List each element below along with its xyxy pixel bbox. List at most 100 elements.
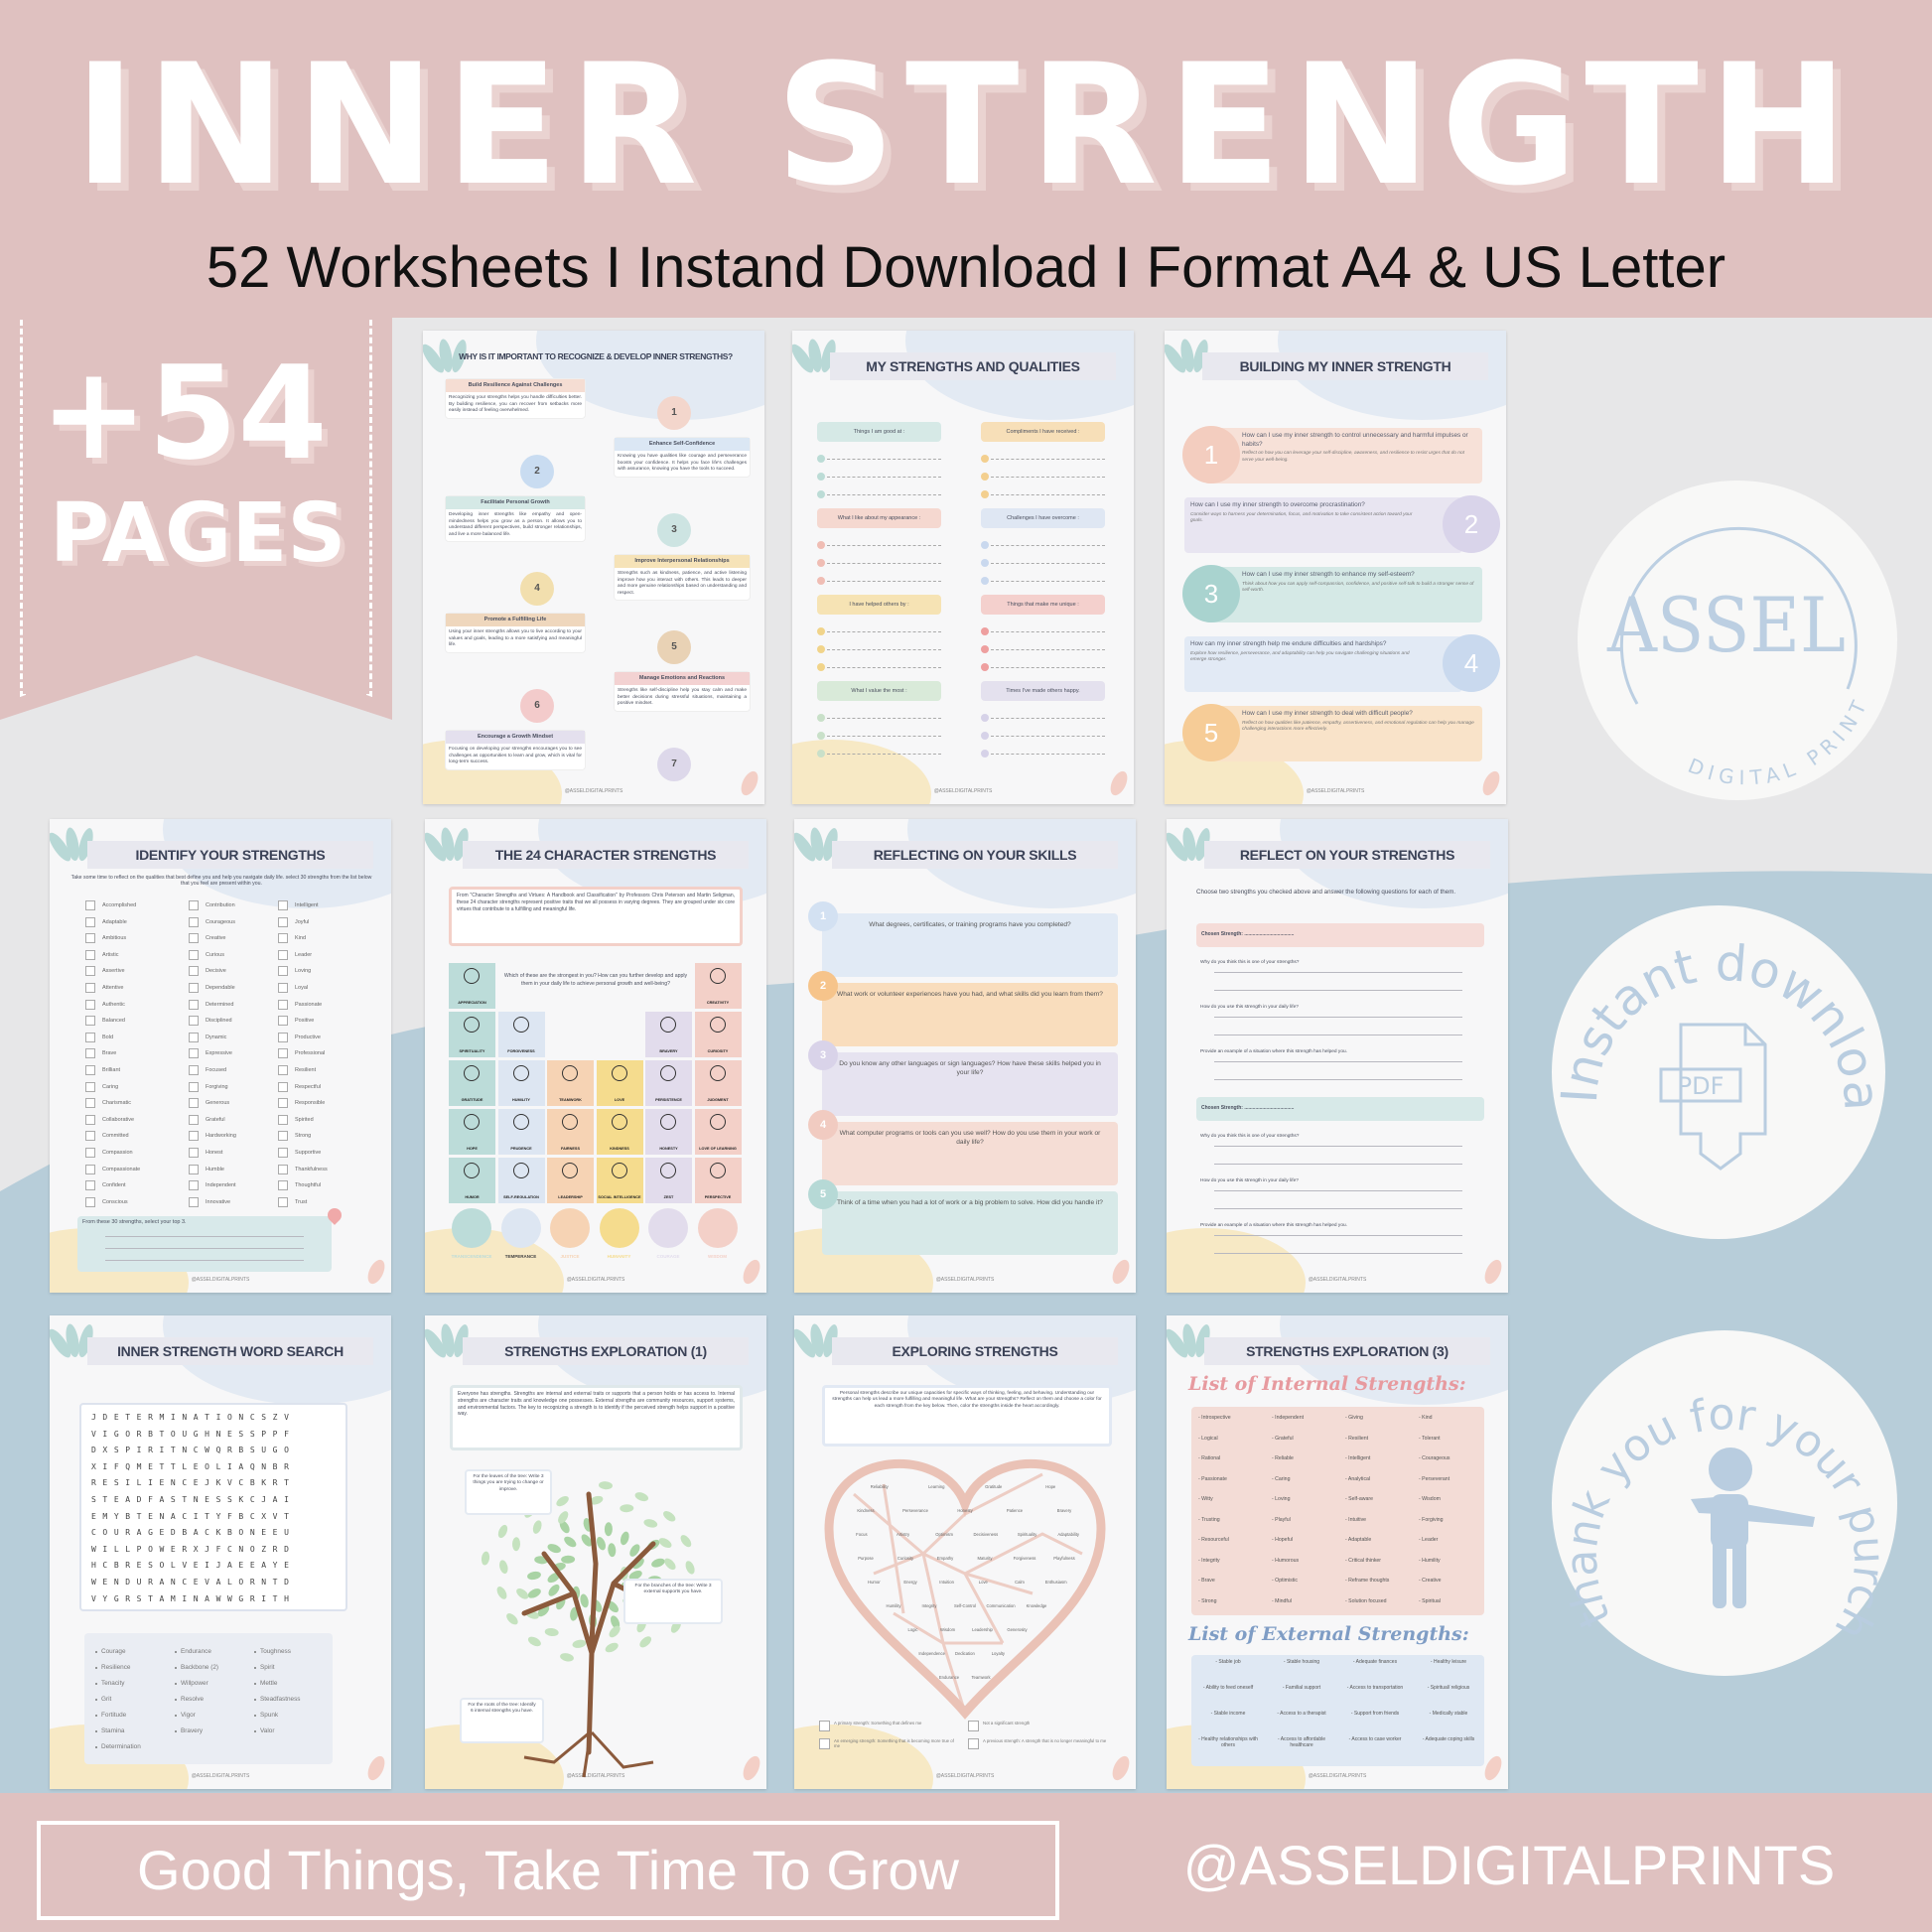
strength-label: Attentive <box>102 985 124 991</box>
letter-row: WENDURANCEVALORNTD <box>91 1578 296 1587</box>
strength-label: Honest <box>206 1150 223 1156</box>
internal-box <box>1191 1407 1484 1615</box>
strength-checkbox[interactable] <box>85 916 95 927</box>
number-circle: 4 <box>1443 634 1500 692</box>
strength-checkbox[interactable] <box>278 949 288 960</box>
bullet <box>254 1683 256 1685</box>
strength-tile: LOVE <box>596 1060 643 1106</box>
strength-checkbox[interactable] <box>189 933 199 944</box>
section-label: What I like about my appearance : <box>817 508 941 528</box>
strength-checkbox[interactable] <box>85 999 95 1010</box>
strength-checkbox[interactable] <box>278 999 288 1010</box>
key-checkbox[interactable] <box>819 1738 830 1749</box>
strength-checkbox[interactable] <box>278 1131 288 1142</box>
bullet <box>175 1651 177 1653</box>
number-circle: 6 <box>520 689 554 723</box>
tile-icon <box>562 1065 578 1081</box>
strength-checkbox[interactable] <box>278 1032 288 1042</box>
heart-strength-label: Empathy <box>936 1556 954 1561</box>
strength-checkbox[interactable] <box>85 1048 95 1059</box>
strength-label: Committed <box>102 1133 129 1140</box>
tree-illustration <box>481 1481 704 1778</box>
strength-checkbox[interactable] <box>278 1164 288 1174</box>
strength-checkbox[interactable] <box>278 1048 288 1059</box>
strength-checkbox[interactable] <box>189 1114 199 1125</box>
strength-checkbox[interactable] <box>85 1065 95 1075</box>
internal-strength: - Analytical <box>1345 1475 1371 1482</box>
strength-label: Charismatic <box>102 1100 132 1107</box>
strength-checkbox[interactable] <box>189 1048 199 1059</box>
strength-checkbox[interactable] <box>85 983 95 993</box>
bullet <box>95 1683 97 1685</box>
strength-tile: BRAVERY <box>645 1012 692 1057</box>
strength-checkbox[interactable] <box>85 1016 95 1027</box>
question-text: How can I use my inner strength to contr… <box>1242 432 1468 448</box>
strength-checkbox[interactable] <box>189 983 199 993</box>
strength-checkbox[interactable] <box>189 1131 199 1142</box>
strength-checkbox[interactable] <box>278 1180 288 1191</box>
strength-checkbox[interactable] <box>278 1016 288 1027</box>
bullet <box>175 1730 177 1732</box>
strength-checkbox[interactable] <box>278 933 288 944</box>
strength-checkbox[interactable] <box>278 1148 288 1158</box>
reason-title: Enhance Self-Confidence <box>615 438 750 452</box>
section-label: I have helped others by : <box>817 595 941 615</box>
strength-checkbox[interactable] <box>85 949 95 960</box>
strength-checkbox[interactable] <box>189 1016 199 1027</box>
section-label: Challenges I have overcome : <box>981 508 1105 528</box>
strength-checkbox[interactable] <box>85 1114 95 1125</box>
bullet-dot <box>981 490 989 498</box>
strength-label: Innovative <box>206 1198 231 1205</box>
strength-checkbox[interactable] <box>189 1065 199 1075</box>
strength-checkbox[interactable] <box>189 1180 199 1191</box>
strength-checkbox[interactable] <box>85 1164 95 1174</box>
strength-checkbox[interactable] <box>85 900 95 910</box>
strength-checkbox[interactable] <box>189 966 199 977</box>
strength-checkbox[interactable] <box>85 1196 95 1207</box>
bullet <box>95 1730 97 1732</box>
strength-tile: PRUDENCE <box>497 1109 545 1155</box>
strength-checkbox[interactable] <box>85 1098 95 1109</box>
key-checkbox[interactable] <box>968 1721 979 1731</box>
word-list-item: Bravery <box>181 1727 204 1734</box>
strength-checkbox[interactable] <box>85 933 95 944</box>
page-title: STRENGTHS EXPLORATION (1) <box>463 1337 749 1365</box>
word-list-item: Spunk <box>260 1712 279 1719</box>
strength-checkbox[interactable] <box>189 1032 199 1042</box>
pdf-download-icon <box>1659 1023 1767 1171</box>
strength-checkbox[interactable] <box>278 983 288 993</box>
strength-checkbox[interactable] <box>189 1148 199 1158</box>
strength-checkbox[interactable] <box>85 1032 95 1042</box>
strength-checkbox[interactable] <box>189 949 199 960</box>
strength-checkbox[interactable] <box>278 1081 288 1092</box>
strength-checkbox[interactable] <box>85 1131 95 1142</box>
key-checkbox[interactable] <box>819 1721 830 1731</box>
strength-checkbox[interactable] <box>189 900 199 910</box>
heart-strength-label: Integrity <box>921 1603 937 1608</box>
strength-checkbox[interactable] <box>189 1098 199 1109</box>
strength-checkbox[interactable] <box>278 966 288 977</box>
number-circle: 2 <box>520 455 554 488</box>
strength-checkbox[interactable] <box>278 1114 288 1125</box>
page-footer: @ASSELDIGITALPRINTS <box>191 1773 250 1779</box>
page-count-label: PAGES <box>50 486 346 581</box>
strength-checkbox[interactable] <box>189 1081 199 1092</box>
strength-checkbox[interactable] <box>85 966 95 977</box>
strength-checkbox[interactable] <box>189 1196 199 1207</box>
strength-checkbox[interactable] <box>278 916 288 927</box>
strength-checkbox[interactable] <box>278 1196 288 1207</box>
strength-checkbox[interactable] <box>278 1065 288 1075</box>
page-title: THE 24 CHARACTER STRENGTHS <box>463 841 749 869</box>
strength-checkbox[interactable] <box>85 1148 95 1158</box>
strength-checkbox[interactable] <box>189 1164 199 1174</box>
question-card: How can I use my inner strength to contr… <box>1204 428 1482 483</box>
strength-checkbox[interactable] <box>189 999 199 1010</box>
strength-checkbox[interactable] <box>85 1081 95 1092</box>
bullet <box>254 1667 256 1669</box>
strength-checkbox[interactable] <box>85 1180 95 1191</box>
strength-checkbox[interactable] <box>278 1098 288 1109</box>
strength-checkbox[interactable] <box>189 916 199 927</box>
key-checkbox[interactable] <box>968 1738 979 1749</box>
bullet <box>175 1683 177 1685</box>
strength-checkbox[interactable] <box>278 900 288 910</box>
